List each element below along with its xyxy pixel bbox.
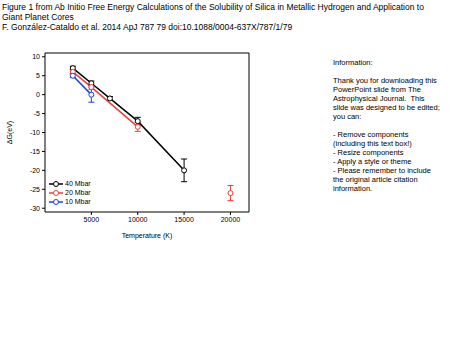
svg-text:0: 0	[36, 91, 40, 98]
svg-text:10000: 10000	[128, 216, 148, 223]
svg-text:5000: 5000	[84, 216, 100, 223]
svg-text:10: 10	[32, 53, 40, 60]
svg-text:-10: -10	[30, 129, 40, 136]
svg-text:-15: -15	[30, 148, 40, 155]
html-text:40 Mbar: 40 Mbar	[65, 180, 91, 187]
svg-text:5: 5	[36, 72, 40, 79]
svg-text:Temperature (K): Temperature (K)	[122, 232, 173, 240]
html-text:20 Mbar: 20 Mbar	[65, 189, 91, 196]
svg-text:-5: -5	[34, 110, 40, 117]
html-text:- Remove components (including: - Remove components (including this text…	[333, 130, 434, 193]
svg-text:20000: 20000	[221, 216, 241, 223]
html-text:Information:: Information:	[333, 58, 373, 67]
svg-text:ΔG(eV): ΔG(eV)	[8, 121, 14, 144]
svg-text:-30: -30	[30, 205, 40, 212]
html-text:F. González-Cataldo et al. 201: F. González-Cataldo et al. 2014 ApJ 787 …	[2, 22, 293, 32]
svg-text:-20: -20	[30, 167, 40, 174]
html-text:10 Mbar: 10 Mbar	[65, 198, 91, 205]
html-text:Thank you for downloading this: Thank you for downloading this PowerPoin…	[333, 76, 442, 121]
svg-text:15000: 15000	[174, 216, 194, 223]
html-text:Figure 1 from Ab Initio Free E: Figure 1 from Ab Initio Free Energy Calc…	[2, 2, 424, 22]
svg-text:-25: -25	[30, 186, 40, 193]
